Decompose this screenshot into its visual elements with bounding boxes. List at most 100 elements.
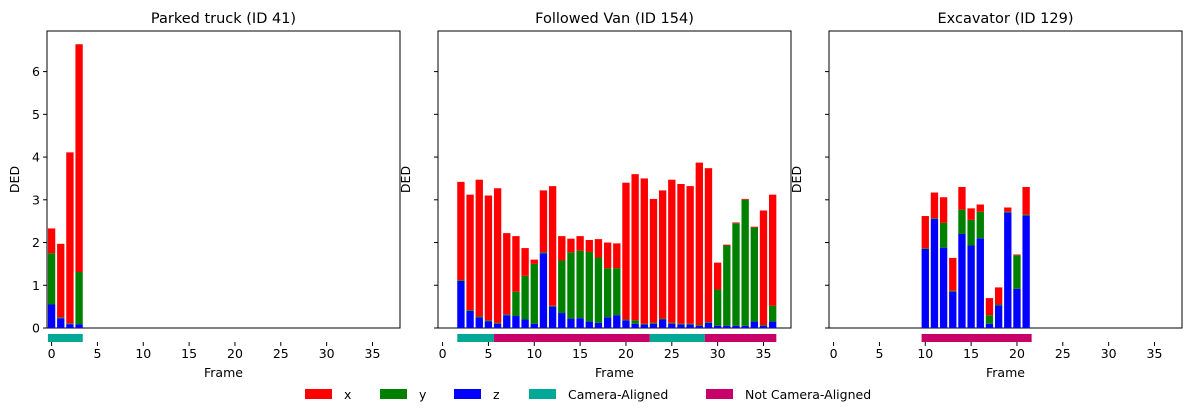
bar-x xyxy=(594,239,603,258)
bar-y xyxy=(958,209,966,234)
y-tick-label: 2 xyxy=(32,235,40,250)
chart-panel-2: Followed Van (ID 154) DED 0 5 10 15 20 25 30 35 Fr… xyxy=(398,11,792,380)
y-tick-label: 4 xyxy=(32,150,40,165)
alignment-segment-not-aligned xyxy=(704,334,777,342)
bar-z xyxy=(466,310,474,328)
bar-y xyxy=(640,323,648,325)
bar-y xyxy=(921,248,929,249)
x-tick-label: 0 xyxy=(830,346,838,361)
x-tick-label: 5 xyxy=(93,346,101,361)
x-axis-label: Frame xyxy=(595,365,634,380)
bar-y xyxy=(704,322,713,323)
legend-label: x xyxy=(344,387,351,402)
legend-swatch xyxy=(380,389,407,399)
alignment-segment-aligned xyxy=(457,334,494,342)
x-tick-label: 5 xyxy=(875,346,883,361)
bar-x xyxy=(631,174,639,321)
bar-x xyxy=(530,259,538,264)
bar-y xyxy=(723,245,731,326)
bar-y xyxy=(548,305,557,307)
bar-z xyxy=(949,291,957,328)
bar-x xyxy=(57,243,65,318)
x-tick-label: 15 xyxy=(181,346,197,361)
bar-z xyxy=(1004,212,1012,328)
bar-z xyxy=(503,315,511,328)
bar-z xyxy=(994,305,1003,328)
y-tick-label: 3 xyxy=(32,192,40,207)
legend-label: y xyxy=(419,387,427,402)
x-tick-label: 30 xyxy=(319,346,335,361)
bar-z xyxy=(576,318,584,328)
bar-z xyxy=(741,325,749,328)
legend-label: Not Camera-Aligned xyxy=(745,387,871,402)
bar-z xyxy=(704,322,713,328)
bar-z xyxy=(939,247,948,328)
bar-z xyxy=(759,325,768,328)
bar-z xyxy=(1022,215,1030,328)
bar-y xyxy=(649,322,658,324)
bar-y xyxy=(695,325,703,326)
x-tick-label: 30 xyxy=(1101,346,1117,361)
bar-z xyxy=(57,318,65,328)
bar-z xyxy=(622,320,630,328)
bar-z xyxy=(613,315,621,328)
bar-x xyxy=(503,233,511,315)
legend-item-x: x xyxy=(305,387,351,402)
x-tick-label: 35 xyxy=(756,346,772,361)
x-tick-label: 0 xyxy=(48,346,56,361)
bar-x xyxy=(603,242,612,269)
x-tick-label: 20 xyxy=(1009,346,1025,361)
bar-y xyxy=(668,322,676,324)
bar-z xyxy=(567,318,575,328)
bar-x xyxy=(567,238,575,253)
alignment-segment-not-aligned xyxy=(921,334,1032,342)
x-tick-label: 15 xyxy=(572,346,588,361)
bar-z xyxy=(66,324,74,328)
bar-x xyxy=(967,208,975,220)
bar-y xyxy=(576,250,584,319)
legend-item-y: y xyxy=(380,387,427,402)
bar-y xyxy=(530,263,538,324)
bar-z xyxy=(75,324,83,328)
bar-y xyxy=(512,291,520,317)
x-tick-label: 35 xyxy=(365,346,381,361)
bar-y xyxy=(967,219,975,246)
bar-x xyxy=(759,210,768,326)
bar-x xyxy=(1004,207,1012,212)
y-tick-label: 6 xyxy=(32,64,40,79)
x-tick-label: 20 xyxy=(227,346,243,361)
bar-z xyxy=(768,321,777,328)
bar-y xyxy=(457,280,465,281)
bar-x xyxy=(930,192,939,219)
bar-z xyxy=(723,325,731,328)
x-tick-label: 15 xyxy=(963,346,979,361)
bar-z xyxy=(930,219,939,328)
bar-y xyxy=(994,304,1003,306)
bar-x xyxy=(493,188,502,323)
bar-x xyxy=(75,44,83,273)
legend-swatch xyxy=(706,389,733,399)
chart-panel-3: Excavator (ID 129) DED 0 5 10 15 20 25 30 35 Frame xyxy=(789,11,1183,380)
x-tick-label: 5 xyxy=(484,346,492,361)
bar-x xyxy=(649,198,658,323)
x-tick-label: 10 xyxy=(526,346,542,361)
bar-y xyxy=(493,322,502,324)
bar-y xyxy=(75,272,83,325)
bar-y xyxy=(759,325,768,326)
bar-x xyxy=(576,236,584,251)
bar-x xyxy=(475,179,483,317)
bar-x xyxy=(750,226,758,228)
bar-y xyxy=(47,253,56,305)
x-tick-label: 10 xyxy=(917,346,933,361)
bar-y xyxy=(539,252,548,254)
bar-z xyxy=(976,238,984,328)
legend-item-camera-aligned: Camera-Aligned xyxy=(529,387,668,402)
bar-y xyxy=(713,289,722,326)
bar-y xyxy=(732,223,740,326)
x-axis-label: Frame xyxy=(204,365,243,380)
bar-z xyxy=(631,323,639,328)
bar-x xyxy=(585,239,593,252)
bar-x xyxy=(677,183,685,324)
bar-y xyxy=(475,316,483,318)
bar-x xyxy=(512,236,520,292)
